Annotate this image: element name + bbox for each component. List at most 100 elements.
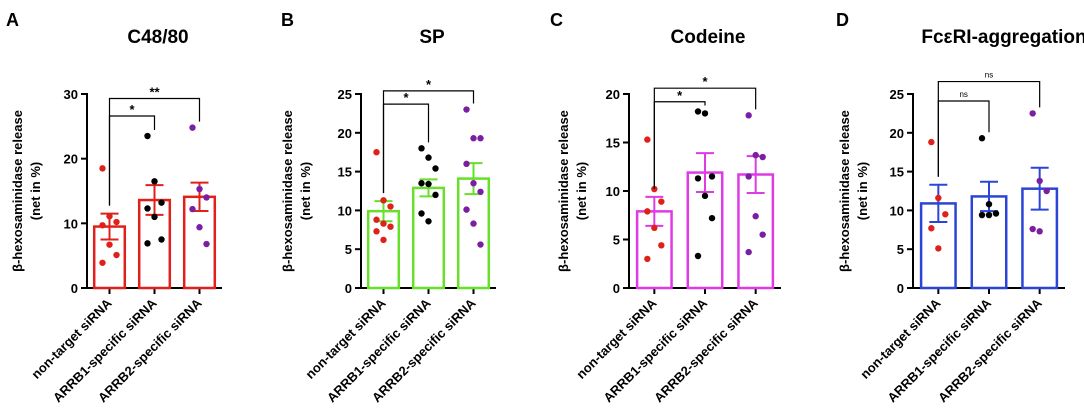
data-point: [418, 210, 425, 217]
data-point: [373, 228, 380, 235]
y-tick-label: 0: [897, 281, 904, 296]
y-axis-label-unit: (net in %): [298, 162, 313, 221]
data-point: [1043, 187, 1050, 195]
y-tick-label: 10: [606, 184, 620, 199]
data-point: [144, 240, 151, 247]
y-axis-label-unit: (net in %): [574, 162, 589, 221]
data-point: [928, 138, 935, 146]
data-point: [1029, 225, 1036, 233]
data-point: [99, 165, 106, 172]
y-tick-label: 0: [613, 281, 620, 296]
data-point: [151, 213, 158, 221]
significance-label: **: [149, 85, 160, 100]
y-tick-label: 20: [338, 126, 352, 141]
data-point: [752, 151, 759, 159]
significance-bracket: [108, 115, 156, 206]
data-point: [658, 198, 665, 205]
x-category-label: ARRB2-specific siRNA: [935, 295, 1045, 405]
data-point: [745, 248, 752, 256]
y-axis-label: β-hexosaminidase release: [556, 110, 571, 272]
data-point: [1036, 228, 1043, 235]
y-tick-label: 20: [64, 152, 78, 167]
y-tick-label: 5: [897, 242, 904, 257]
data-point: [432, 165, 439, 172]
data-point: [158, 236, 165, 243]
data-point: [425, 218, 432, 225]
data-point: [380, 220, 387, 227]
data-point: [985, 211, 993, 219]
data-point: [985, 200, 993, 208]
data-point: [203, 194, 210, 201]
y-axis-label-unit: (net in %): [855, 162, 870, 221]
y-axis-label: β-hexosaminidase release: [10, 110, 25, 272]
data-point: [418, 180, 425, 187]
data-point: [651, 224, 658, 232]
data-point: [470, 135, 477, 142]
data-point: [373, 149, 380, 156]
data-point: [470, 180, 477, 187]
data-point: [99, 259, 106, 266]
y-tick-label: 30: [64, 87, 78, 102]
data-point: [196, 185, 203, 193]
y-tick-label: 15: [890, 165, 904, 180]
y-tick-label: 0: [345, 281, 352, 296]
significance-label: ns: [959, 90, 967, 99]
data-point: [759, 231, 766, 238]
data-point: [189, 205, 196, 213]
y-tick-label: 25: [890, 87, 904, 102]
y-axis-label-unit: (net in %): [28, 162, 43, 221]
y-tick-label: 15: [338, 165, 352, 180]
data-point: [99, 222, 106, 229]
significance-label: *: [129, 102, 135, 117]
data-point: [106, 241, 113, 248]
y-tick-label: 10: [338, 203, 352, 218]
y-tick-label: 10: [890, 203, 904, 218]
data-point: [745, 112, 752, 119]
data-point: [463, 160, 470, 168]
data-point: [387, 203, 394, 210]
x-category-label: ARRB1-specific siRNA: [600, 295, 710, 405]
significance-label: *: [702, 74, 708, 89]
x-category-label: ARRB1-specific siRNA: [884, 295, 994, 405]
data-point: [425, 154, 432, 161]
panel-label: A: [6, 10, 19, 30]
data-point: [113, 218, 120, 226]
data-point: [477, 241, 484, 248]
data-point: [463, 206, 470, 213]
data-point: [432, 191, 439, 199]
data-point: [992, 210, 1000, 217]
y-axis-label: β-hexosaminidase release: [280, 110, 295, 272]
data-point: [644, 255, 651, 263]
data-point: [708, 214, 716, 222]
data-point: [752, 213, 759, 220]
data-point: [935, 194, 942, 202]
significance-bracket: [108, 97, 201, 206]
bar-mean: [411, 186, 446, 290]
data-point: [644, 208, 651, 215]
chart-title: Codeine: [671, 27, 746, 48]
data-point: [158, 199, 165, 206]
significance-bracket: [653, 87, 757, 189]
data-point: [644, 136, 651, 143]
significance-label: *: [403, 90, 409, 105]
x-category-label: ARRB2-specific siRNA: [651, 295, 761, 405]
panel-label: B: [281, 10, 294, 30]
data-point: [978, 135, 986, 142]
significance-bracket: [382, 90, 475, 194]
y-tick-label: 15: [606, 136, 620, 151]
data-point: [470, 220, 477, 227]
data-point: [694, 252, 702, 260]
data-point: [106, 213, 113, 220]
data-point: [477, 135, 484, 142]
panel-label: C: [550, 10, 563, 30]
significance-label: *: [677, 88, 683, 103]
y-tick-label: 0: [71, 281, 78, 296]
data-point: [978, 211, 986, 219]
x-category-label: non-target siRNA: [302, 295, 389, 382]
chart-title: C48/80: [127, 27, 188, 48]
data-point: [701, 192, 709, 200]
chart-title: FcεRI-aggregation: [921, 27, 1084, 48]
data-point: [463, 106, 470, 113]
panel-label: D: [836, 10, 849, 30]
